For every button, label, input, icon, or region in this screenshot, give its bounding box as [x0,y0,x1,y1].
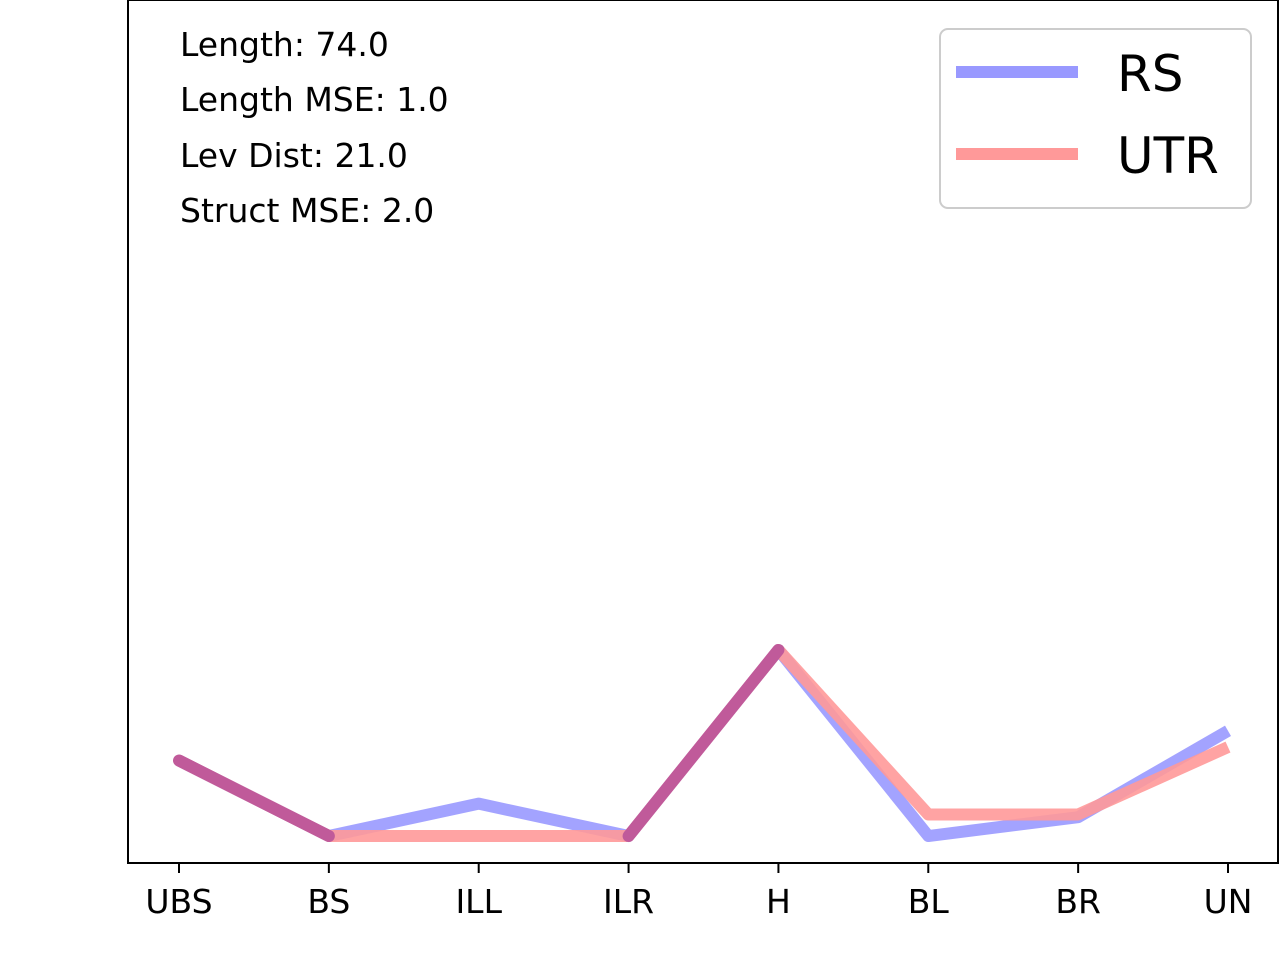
plot-area [173,643,1231,843]
x-tick-label: UBS [145,882,212,921]
x-tick-label: BL [908,882,950,921]
stats-annotations: Length: 74.0 Length MSE: 1.0 Lev Dist: 2… [180,25,449,230]
legend-label-utr: UTR [1117,127,1219,185]
x-tick-label: BS [307,882,350,921]
overlap-segment [173,754,335,843]
legend: RS UTR [939,28,1252,209]
annotation-length-mse: Length MSE: 1.0 [180,80,449,119]
axes-frame [127,0,1279,864]
x-tick-label: H [766,882,791,921]
x-tick-label: UN [1204,882,1253,921]
x-tick-label: ILL [455,882,502,921]
overlap-segment [622,643,785,843]
annotation-lev-dist: Lev Dist: 21.0 [180,136,408,175]
annotation-struct-mse: Struct MSE: 2.0 [180,191,434,230]
x-tick-label: ILR [603,882,654,921]
x-axis: UBS BS ILL ILR H BL BR UN [145,863,1252,921]
annotation-length: Length: 74.0 [180,25,389,64]
x-tick-label: BR [1055,882,1101,921]
legend-label-rs: RS [1117,45,1183,103]
